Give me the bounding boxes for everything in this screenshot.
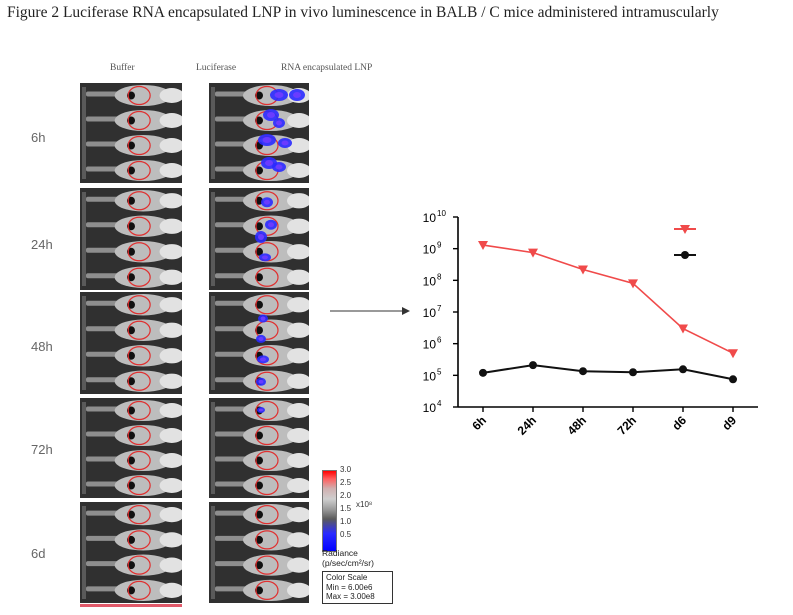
radiance-unit: (p/sec/cm²/sr) — [322, 558, 374, 568]
luciferase-image-panel — [209, 398, 309, 498]
series-line — [482, 244, 734, 354]
data-point — [479, 368, 487, 377]
y-tick-label: 10 — [423, 306, 437, 320]
mouse-image — [80, 188, 182, 290]
data-point — [629, 368, 637, 377]
data-point — [729, 375, 737, 384]
y-tick-label: 10 — [423, 274, 437, 288]
data-point — [628, 279, 638, 289]
column-label-luciferase: Luciferase — [196, 63, 237, 73]
mouse-image — [209, 292, 309, 394]
radiance-title: Radiance — [322, 548, 358, 558]
data-point — [528, 248, 538, 258]
luciferase-image-panel — [209, 188, 309, 290]
y-tick-label: 10 — [423, 401, 437, 415]
mouse-image — [209, 188, 309, 290]
column-label-lnp: RNA encapsulated LNP — [281, 63, 373, 73]
mouse-image — [209, 83, 309, 183]
luciferase-image-panel — [209, 292, 309, 394]
y-tick-label: 10 — [423, 211, 437, 225]
data-point — [529, 361, 537, 370]
x-tick-label: d6 — [669, 413, 689, 433]
mouse-image — [80, 292, 182, 394]
y-tick-exponent: 9 — [437, 241, 442, 250]
buffer-image-panel — [80, 188, 182, 290]
data-point — [478, 241, 488, 251]
data-point — [728, 349, 738, 359]
mouse-image — [80, 83, 182, 183]
luciferase-image-panel — [209, 502, 309, 603]
timepoint-label-6h: 6h — [31, 130, 46, 145]
colorbar-tick: 3.0 — [340, 465, 352, 474]
color-scale-title: Color Scale — [326, 573, 368, 582]
x-tick-label: 72h — [615, 413, 640, 438]
timepoint-label-48h: 48h — [31, 339, 53, 354]
y-tick-exponent: 7 — [437, 304, 442, 313]
mouse-image — [80, 398, 182, 498]
legend-marker — [681, 251, 689, 259]
mouse-image — [209, 398, 309, 498]
data-point — [579, 367, 587, 376]
colorbar-tick: 1.5 — [340, 504, 352, 513]
legend-marker — [680, 225, 690, 234]
x-tick-label: 24h — [515, 413, 540, 438]
figure-title: Figure 2 Luciferase RNA encapsulated LNP… — [7, 4, 719, 21]
y-tick-exponent: 6 — [437, 336, 442, 345]
buffer-image-panel — [80, 292, 182, 394]
colorbar-tick: 0.5 — [340, 530, 352, 539]
y-tick-exponent: 10 — [437, 209, 446, 218]
y-tick-exponent: 8 — [437, 272, 442, 281]
buffer-image-panel — [80, 398, 182, 498]
luciferase-image-panel — [209, 83, 309, 183]
x-tick-label: 6h — [469, 413, 489, 433]
data-point — [679, 365, 687, 374]
x-tick-label: 48h — [565, 413, 590, 438]
y-tick-label: 10 — [423, 243, 437, 257]
y-tick-exponent: 4 — [437, 399, 442, 408]
timepoint-label-72h: 72h — [31, 442, 53, 457]
color-scale-max: Max = 3.00e8 — [326, 592, 375, 601]
color-scale-box: Color Scale Min = 6.00e6 Max = 3.00e8 — [322, 571, 393, 604]
color-scale-min: Min = 6.00e6 — [326, 582, 373, 592]
colorbar-exponent: x10⁸ — [356, 500, 373, 509]
x-tick-label: d9 — [719, 413, 739, 433]
arrow-icon — [330, 307, 410, 315]
buffer-image-panel — [80, 502, 182, 603]
data-point — [678, 324, 688, 334]
y-tick-exponent: 5 — [437, 367, 442, 376]
radiance-color-bar — [322, 470, 337, 552]
series-line — [482, 364, 734, 381]
data-point — [578, 265, 588, 275]
colorbar-tick: 1.0 — [340, 517, 352, 526]
buffer-underline — [80, 604, 182, 607]
colorbar-tick: 2.0 — [340, 491, 352, 500]
mouse-image — [209, 502, 309, 603]
y-tick-label: 10 — [423, 338, 437, 352]
radiance-label: Radiance (p/sec/cm²/sr) — [322, 548, 374, 568]
timepoint-label-6d: 6d — [31, 546, 46, 561]
timepoint-label-24h: 24h — [31, 237, 53, 252]
y-tick-label: 10 — [423, 369, 437, 383]
colorbar-tick: 2.5 — [340, 478, 352, 487]
column-label-buffer: Buffer — [110, 63, 135, 73]
mouse-image — [80, 502, 182, 603]
buffer-image-panel — [80, 83, 182, 183]
